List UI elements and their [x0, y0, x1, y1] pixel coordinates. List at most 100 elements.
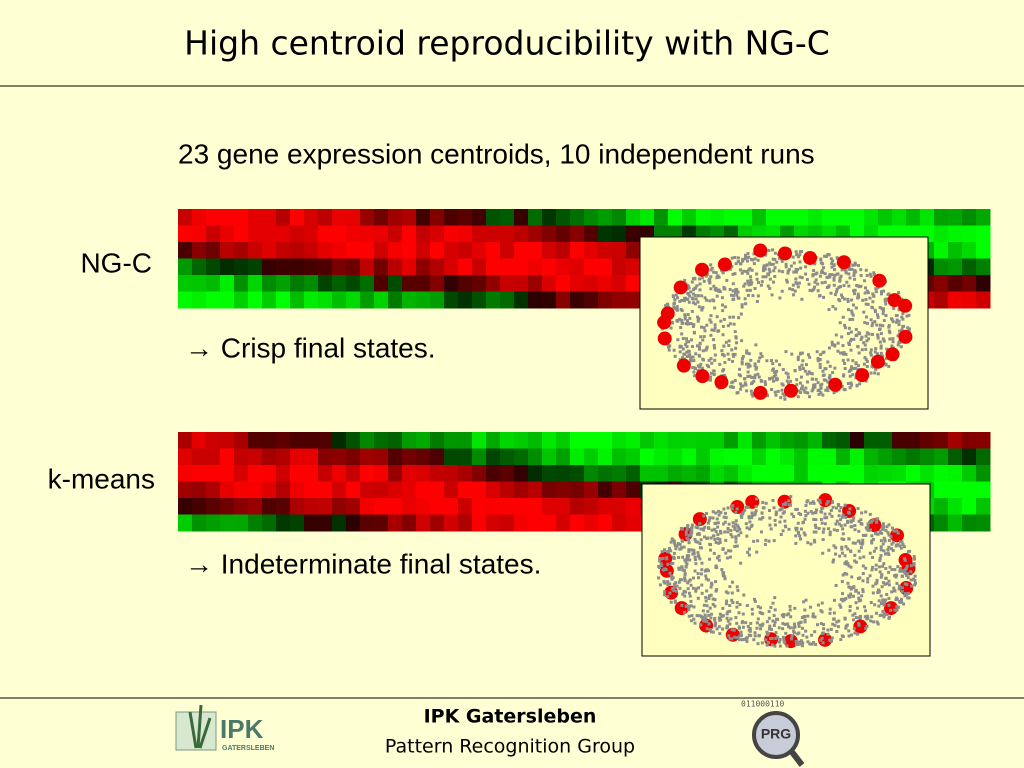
heatmap-cell: [458, 291, 473, 309]
data-point: [750, 268, 754, 272]
data-point: [816, 359, 820, 363]
data-point: [717, 554, 721, 558]
data-point: [696, 364, 700, 368]
data-point: [774, 359, 778, 363]
data-point: [799, 512, 803, 516]
data-point: [841, 358, 845, 362]
data-point: [822, 627, 826, 631]
heatmap-cell: [584, 225, 599, 243]
data-point: [745, 534, 749, 538]
heatmap-cell: [444, 225, 459, 243]
data-point: [882, 615, 886, 619]
data-point: [739, 513, 743, 517]
data-point: [895, 573, 899, 577]
data-point: [703, 569, 707, 573]
plot-frame: [641, 483, 931, 657]
data-point: [756, 642, 760, 646]
data-point: [851, 541, 855, 545]
data-point: [683, 569, 687, 573]
heatmap-cell: [752, 448, 767, 466]
data-point: [676, 319, 680, 323]
heatmap-cell: [948, 242, 963, 259]
data-point: [826, 285, 830, 289]
data-point: [720, 614, 724, 618]
data-point: [668, 546, 672, 550]
data-point: [685, 340, 689, 344]
data-point: [750, 607, 754, 611]
data-point: [666, 583, 670, 587]
data-point: [731, 272, 735, 276]
data-point: [883, 600, 887, 604]
data-point: [880, 531, 884, 535]
data-point: [874, 290, 878, 294]
heatmap-cell: [934, 291, 949, 309]
heatmap-cell: [486, 498, 501, 515]
data-point: [701, 338, 705, 342]
data-point: [880, 613, 884, 617]
heatmap-cell: [836, 432, 851, 449]
data-point: [827, 308, 831, 312]
data-point: [821, 538, 825, 542]
data-point: [803, 608, 807, 612]
data-point: [796, 255, 800, 259]
data-point: [759, 627, 763, 631]
footer-group: Pattern Recognition Group: [385, 736, 635, 758]
data-point: [756, 539, 760, 543]
data-point: [896, 531, 900, 535]
heatmap-cell: [906, 432, 921, 449]
data-point: [868, 512, 872, 516]
heatmap-cell: [346, 514, 361, 532]
data-point: [846, 299, 850, 303]
heatmap-cell: [276, 448, 291, 466]
data-point: [775, 260, 779, 264]
data-point: [756, 294, 760, 298]
data-point: [823, 254, 827, 258]
heatmap-cell: [290, 225, 305, 243]
heatmap-cell: [668, 465, 683, 482]
data-point: [675, 544, 679, 548]
data-point: [696, 315, 700, 319]
data-point: [757, 375, 761, 379]
data-point: [844, 352, 848, 356]
heatmap-cell: [822, 432, 837, 449]
data-point: [706, 521, 710, 525]
data-point: [670, 320, 674, 324]
data-point: [852, 337, 856, 341]
data-point: [663, 590, 667, 594]
data-point: [672, 348, 676, 352]
heatmap-cell: [836, 448, 851, 466]
data-point: [837, 619, 841, 623]
data-point: [882, 562, 886, 566]
data-point: [690, 527, 694, 531]
logo-lens: [752, 711, 800, 759]
heatmap-cell: [486, 465, 501, 482]
data-point: [765, 643, 769, 647]
data-point: [736, 588, 740, 592]
data-point: [689, 359, 693, 363]
data-point: [688, 294, 692, 298]
data-point: [878, 340, 882, 344]
heatmap-cell: [934, 258, 949, 276]
data-point: [748, 627, 752, 631]
data-point: [854, 362, 858, 366]
data-point: [668, 344, 672, 348]
data-point: [730, 265, 734, 269]
heatmap-cell: [304, 258, 319, 276]
heatmap-cell: [528, 258, 543, 276]
data-point: [809, 542, 813, 546]
data-point: [807, 282, 811, 286]
heatmap-cell: [738, 432, 753, 449]
data-point: [778, 644, 782, 648]
data-point: [710, 328, 714, 332]
data-point: [828, 275, 832, 279]
data-point: [802, 615, 806, 619]
data-point: [674, 547, 678, 551]
data-point: [868, 272, 872, 276]
data-point: [873, 310, 877, 314]
data-point: [771, 368, 775, 372]
data-point: [796, 355, 800, 359]
data-point: [759, 352, 763, 356]
heatmap-cell: [514, 498, 529, 515]
heatmap-cell: [738, 209, 753, 226]
data-point: [715, 627, 719, 631]
